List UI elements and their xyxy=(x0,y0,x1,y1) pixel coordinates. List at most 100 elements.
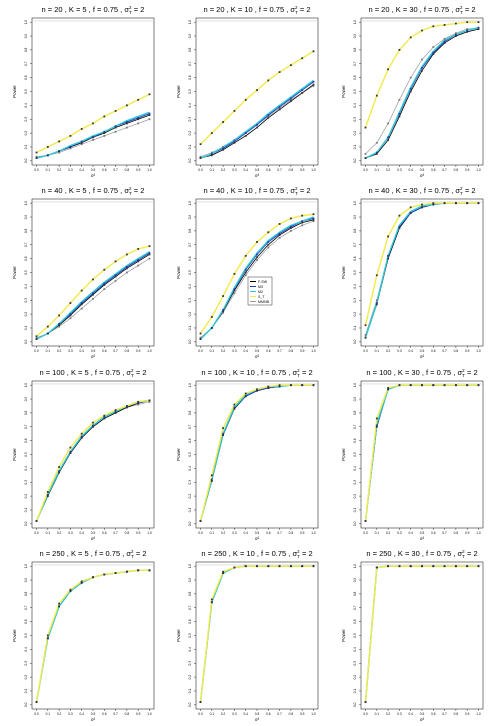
point-f-sw xyxy=(199,338,202,340)
x-tick-label: 0.7 xyxy=(113,349,118,353)
x-tick-label: 0.8 xyxy=(454,531,459,535)
point-f-sw xyxy=(58,324,61,327)
point-f-sw xyxy=(125,570,128,573)
y-tick-label: 0.5 xyxy=(24,633,28,638)
x-axis-label: σ² xyxy=(255,173,260,178)
series-line-mmnb xyxy=(365,202,479,336)
y-tick-label: 0.9 xyxy=(353,215,357,220)
x-tick-label: 1.0 xyxy=(147,168,152,172)
point-s-t xyxy=(375,274,378,277)
y-tick-label: 0.2 xyxy=(353,312,357,317)
point-s-t xyxy=(454,22,457,25)
x-tick-label: 0.6 xyxy=(266,168,271,172)
x-axis-label: σ² xyxy=(420,536,425,541)
series-line-s-t xyxy=(199,213,314,334)
x-tick-label: 0.6 xyxy=(102,168,107,172)
point-s-t xyxy=(421,203,423,206)
x-tick-label: 0.7 xyxy=(442,349,447,353)
y-tick-label: 0.3 xyxy=(353,661,357,666)
point-s-t xyxy=(148,245,151,248)
point-f-sw xyxy=(114,275,117,278)
panel-title: n = 40 , K = 5 , f = 0.75 , σ2 T = 2 xyxy=(42,186,145,196)
series-line-f-sw xyxy=(200,84,314,159)
series-line-mmnb xyxy=(36,401,150,522)
x-tick-label: 0.0 xyxy=(363,168,368,172)
point-m3 xyxy=(233,288,236,291)
x-tick-label: 0.4 xyxy=(79,531,84,535)
point-f-sw xyxy=(137,260,140,263)
x-tick-label: 0.8 xyxy=(289,531,294,535)
plot-frame xyxy=(195,380,319,529)
point-f-sw xyxy=(222,310,225,313)
y-tick-label: 0.7 xyxy=(188,605,192,610)
point-mmnb xyxy=(137,403,140,406)
x-tick-label: 0.9 xyxy=(465,168,470,172)
x-axis-label: σ² xyxy=(91,536,96,541)
x-tick-label: 0.0 xyxy=(34,531,39,535)
x-tick-label: 0.4 xyxy=(79,349,84,353)
point-s-t xyxy=(387,235,390,238)
x-tick-label: 0.6 xyxy=(431,712,436,716)
point-f-sw xyxy=(432,53,435,55)
point-s-t xyxy=(301,214,304,217)
x-axis-label: σ² xyxy=(420,354,425,359)
x-tick-label: 1.0 xyxy=(476,531,481,535)
point-f-sw xyxy=(233,141,236,144)
point-f-sw xyxy=(46,637,49,640)
point-f-sw xyxy=(387,139,390,141)
point-f-sw xyxy=(35,157,38,159)
y-tick-label: 0.3 xyxy=(353,298,357,303)
y-tick-label: 1.0 xyxy=(188,20,192,25)
point-mmnb xyxy=(375,299,378,302)
point-s-t xyxy=(432,202,435,205)
point-f-sw xyxy=(301,384,304,387)
y-tick-label: 0.4 xyxy=(188,284,192,289)
point-m3 xyxy=(114,410,117,413)
x-tick-label: 0.3 xyxy=(68,531,73,535)
x-tick-label: 0.8 xyxy=(454,712,459,716)
point-f-sw xyxy=(46,332,49,335)
x-axis-label: σ² xyxy=(255,354,260,359)
y-axis-label: Power xyxy=(12,629,17,642)
panel-title: n = 250 , K = 10 , f = 0.75 , σ2 T = 2 xyxy=(201,549,312,559)
point-mmnb xyxy=(312,220,315,223)
x-tick-label: 1.0 xyxy=(147,531,152,535)
y-tick-label: 0.9 xyxy=(353,34,357,39)
y-tick-label: 0.0 xyxy=(353,521,357,526)
point-m3 xyxy=(137,116,140,119)
x-tick-label: 0.3 xyxy=(232,168,237,172)
x-tick-label: 1.0 xyxy=(311,712,316,716)
point-f-sw xyxy=(244,565,247,568)
x-tick-label: 0.4 xyxy=(408,712,413,716)
point-f-sw xyxy=(409,90,412,93)
series-line-m2 xyxy=(200,79,314,159)
point-m3 xyxy=(114,274,117,277)
point-f-sw xyxy=(148,253,151,256)
legend-label: F-SW xyxy=(258,280,268,284)
x-tick-label: 0.5 xyxy=(255,349,260,353)
point-m3 xyxy=(46,493,49,496)
point-f-sw xyxy=(421,69,423,72)
y-tick-label: 0.3 xyxy=(24,480,28,485)
x-tick-label: 0.9 xyxy=(300,168,305,172)
point-m3 xyxy=(103,130,106,133)
point-f-sw xyxy=(477,202,480,205)
point-f-sw xyxy=(466,384,469,387)
point-f-sw xyxy=(80,581,83,584)
point-f-sw xyxy=(210,479,213,482)
point-f-sw xyxy=(375,153,378,155)
y-tick-label: 0.1 xyxy=(353,689,357,694)
point-m3 xyxy=(148,112,151,115)
point-s-t xyxy=(80,432,83,435)
y-tick-label: 0.1 xyxy=(188,145,192,150)
panel-title: n = 250 , K = 30 , f = 0.75 , σ2 T = 2 xyxy=(366,549,477,559)
point-f-sw xyxy=(443,202,446,205)
y-tick-label: 0.0 xyxy=(188,702,192,707)
y-tick-label: 0.3 xyxy=(353,117,357,122)
x-axis-label: σ² xyxy=(91,173,96,178)
x-tick-label: 0.0 xyxy=(198,712,203,716)
point-m3 xyxy=(244,268,247,271)
y-tick-label: 0.6 xyxy=(24,256,28,261)
x-tick-label: 0.1 xyxy=(210,712,215,716)
y-tick-label: 0.6 xyxy=(24,75,28,80)
